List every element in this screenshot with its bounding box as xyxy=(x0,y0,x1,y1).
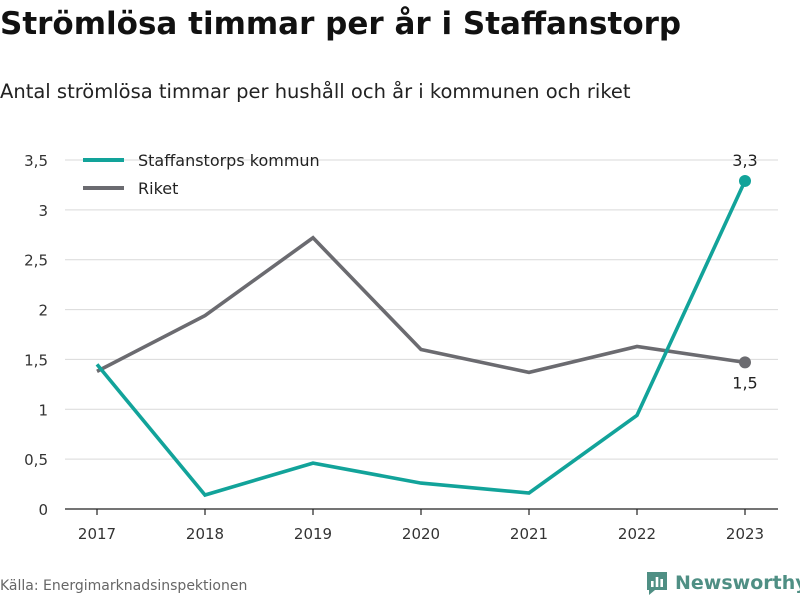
source-note: Källa: Energimarknadsinspektionen xyxy=(0,578,248,594)
y-tick-label: 3,5 xyxy=(24,152,48,170)
brand-name: Newsworthy xyxy=(675,572,800,594)
y-tick-label: 1 xyxy=(38,401,48,419)
x-tick-label: 2018 xyxy=(186,525,224,543)
x-tick-label: 2022 xyxy=(618,525,656,543)
legend-label: Staffanstorps kommun xyxy=(138,151,320,170)
chart-subtitle: Antal strömlösa timmar per hushåll och å… xyxy=(0,80,631,103)
y-tick-label: 3 xyxy=(38,202,48,220)
legend-label: Riket xyxy=(138,179,178,198)
end-value-label: 3,3 xyxy=(732,151,757,170)
chart-title: Strömlösa timmar per år i Staffanstorp xyxy=(0,6,682,42)
brand-logo[interactable]: Newsworthy xyxy=(645,570,800,596)
x-tick-label: 2020 xyxy=(402,525,440,543)
series-line-staffanstorps-kommun xyxy=(95,180,747,498)
y-tick-label: 2,5 xyxy=(24,252,48,270)
y-tick-label: 0 xyxy=(38,501,48,519)
x-tick-label: 2017 xyxy=(78,525,116,543)
data-point xyxy=(739,356,751,369)
y-tick-label: 0,5 xyxy=(24,451,48,469)
bar-chart-logo-icon xyxy=(647,572,667,595)
data-point xyxy=(739,174,751,187)
series-line-riket xyxy=(96,235,746,375)
x-tick-label: 2019 xyxy=(294,525,332,543)
x-tick-label: 2021 xyxy=(510,525,548,543)
x-tick-label: 2023 xyxy=(726,525,764,543)
y-tick-label: 2 xyxy=(38,302,48,320)
line-chart: 0 0,5 1 1,5 2 2,5 3 3,5 2017 2018 2019 2020 2021 2022… xyxy=(24,151,778,543)
y-tick-label: 1,5 xyxy=(24,351,48,369)
end-value-label: 1,5 xyxy=(732,373,757,392)
